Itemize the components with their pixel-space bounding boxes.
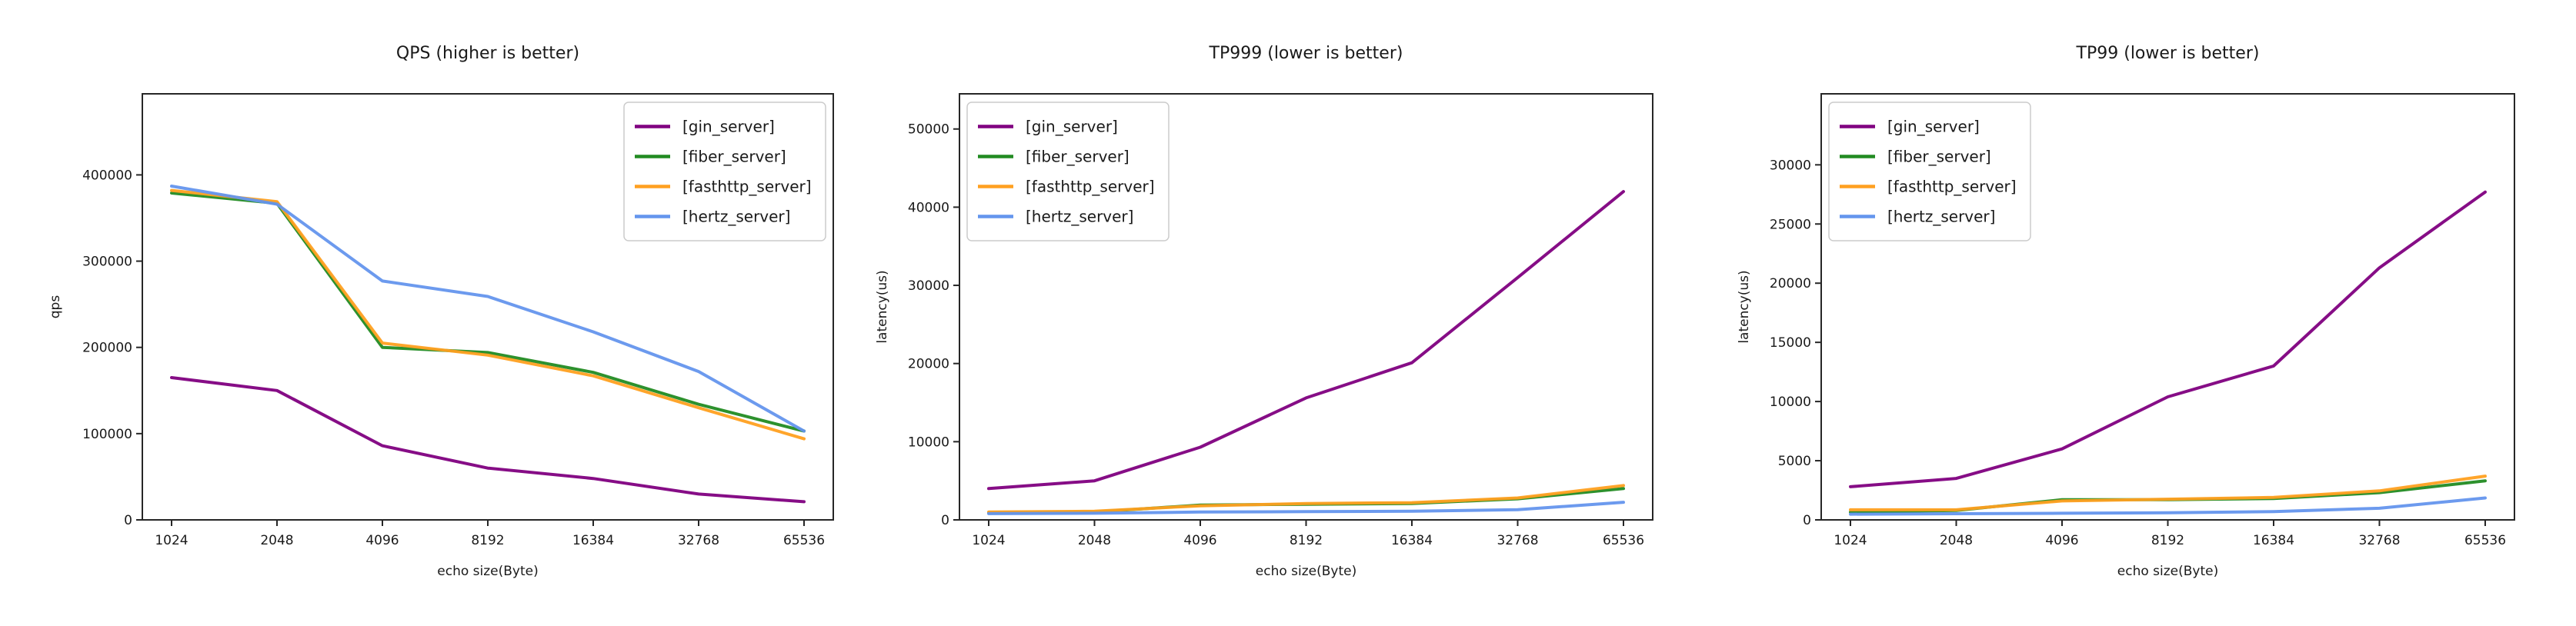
legend-box — [966, 102, 1170, 241]
x-tick-label: 32768 — [1497, 533, 1538, 548]
legend-label-fasthttp-server: [fasthttp_server] — [682, 178, 812, 196]
y-tick-label: 15000 — [1770, 335, 1811, 351]
y-tick-label: 20000 — [1770, 276, 1811, 291]
series-line-gin-server — [1849, 190, 2487, 488]
y-axis-label: qps — [48, 295, 63, 319]
x-axis-label: echo size(Byte) — [2117, 564, 2218, 579]
series-line-fasthttp-server — [170, 188, 806, 441]
series-line-hertz-server — [987, 501, 1625, 515]
y-tick-label: 0 — [124, 513, 132, 528]
series-lines — [987, 190, 1625, 515]
y-tick-label: 300000 — [82, 255, 132, 270]
x-tick-label: 16384 — [572, 533, 614, 548]
x-tick-label: 8192 — [1290, 533, 1323, 548]
chart-title: TP999 (lower is better) — [1209, 44, 1403, 63]
series-lines — [170, 185, 806, 504]
y-tick-label: 400000 — [82, 168, 132, 183]
x-tick-label: 32768 — [2358, 533, 2400, 548]
y-axis-label: latency(us) — [875, 270, 890, 343]
chart-title: QPS (higher is better) — [396, 44, 579, 63]
x-tick-label: 2048 — [1940, 533, 1973, 548]
legend-label-fiber-server: [fiber_server] — [1026, 148, 1130, 166]
legend-label-hertz-server: [hertz_server] — [1026, 208, 1133, 226]
y-tick-label: 50000 — [908, 122, 949, 138]
tp999-chart: TP999 (lower is better) 0 10000 20000 30000 4… — [875, 44, 1653, 579]
y-tick-label: 100000 — [82, 427, 132, 442]
series-line-gin-server — [170, 376, 806, 504]
legend: [gin_server] [fiber_server] [fasthttp_serv… — [966, 102, 1170, 241]
series-lines — [1849, 190, 2487, 516]
x-tick-label: 65536 — [783, 533, 825, 548]
legend-box — [1828, 102, 2031, 241]
qps-chart-slot: QPS (higher is better) 0 100000 200000 30000… — [0, 0, 859, 623]
y-tick-label: 20000 — [908, 357, 949, 372]
x-tick-label: 1024 — [1834, 533, 1867, 548]
x-tick-label: 16384 — [1391, 533, 1433, 548]
legend-label-hertz-server: [hertz_server] — [682, 208, 790, 226]
y-tick-label: 25000 — [1770, 217, 1811, 232]
y-axis-label: latency(us) — [1737, 270, 1752, 343]
legend: [gin_server] [fiber_server] [fasthttp_serv… — [623, 102, 826, 241]
x-tick-label: 2048 — [1078, 533, 1111, 548]
y-tick-label: 40000 — [908, 200, 949, 215]
y-tick-label: 10000 — [1770, 395, 1811, 410]
y-tick-label: 5000 — [1778, 454, 1811, 469]
legend-label-fiber-server: [fiber_server] — [682, 148, 786, 166]
y-axis: 0 100000 200000 300000 400000 — [82, 168, 142, 528]
legend-box — [623, 102, 826, 241]
x-tick-label: 8192 — [2151, 533, 2184, 548]
legend-label-fasthttp-server: [fasthttp_server] — [1887, 178, 2017, 196]
series-line-fasthttp-server — [1849, 474, 2487, 511]
y-tick-label: 200000 — [82, 341, 132, 356]
x-tick-label: 8192 — [471, 533, 504, 548]
series-line-fasthttp-server — [987, 484, 1625, 514]
y-tick-label: 30000 — [908, 278, 949, 294]
x-axis-label: echo size(Byte) — [437, 564, 538, 579]
x-tick-label: 1024 — [155, 533, 188, 548]
tp99-chart: TP99 (lower is better) 0 5000 10000 15000 200… — [1737, 44, 2515, 579]
x-tick-label: 32768 — [678, 533, 719, 548]
x-axis: 1024 2048 4096 8192 16384 32768 65536 — [1834, 520, 2506, 548]
legend-label-gin-server: [gin_server] — [1026, 118, 1118, 136]
legend-label-fiber-server: [fiber_server] — [1887, 148, 1991, 166]
x-axis-label: echo size(Byte) — [1256, 564, 1356, 579]
qps-chart: QPS (higher is better) 0 100000 200000 30000… — [48, 44, 834, 579]
legend-label-gin-server: [gin_server] — [1887, 118, 1980, 136]
y-tick-label: 0 — [1803, 513, 1811, 528]
series-line-hertz-server — [170, 185, 806, 433]
x-tick-label: 4096 — [1183, 533, 1216, 548]
legend-label-fasthttp-server: [fasthttp_server] — [1026, 178, 1155, 196]
series-line-gin-server — [987, 190, 1625, 491]
y-axis: 0 10000 20000 30000 40000 50000 — [908, 122, 959, 528]
y-tick-label: 10000 — [908, 435, 949, 450]
x-tick-label: 65536 — [1603, 533, 1644, 548]
x-tick-label: 2048 — [260, 533, 293, 548]
chart-title: TP99 (lower is better) — [2076, 44, 2260, 63]
tp999-chart-slot: TP999 (lower is better) 0 10000 20000 30000 4… — [859, 0, 1717, 623]
x-tick-label: 16384 — [2253, 533, 2294, 548]
x-axis: 1024 2048 4096 8192 16384 32768 65536 — [155, 520, 825, 548]
x-tick-label: 65536 — [2464, 533, 2506, 548]
x-tick-label: 4096 — [2045, 533, 2078, 548]
x-tick-label: 4096 — [365, 533, 399, 548]
x-tick-label: 1024 — [972, 533, 1005, 548]
x-axis: 1024 2048 4096 8192 16384 32768 65536 — [972, 520, 1644, 548]
y-tick-label: 30000 — [1770, 158, 1811, 173]
legend-label-gin-server: [gin_server] — [682, 118, 775, 136]
legend: [gin_server] [fiber_server] [fasthttp_serv… — [1828, 102, 2031, 241]
legend-label-hertz-server: [hertz_server] — [1887, 208, 1995, 226]
y-axis: 0 5000 10000 15000 20000 25000 30000 — [1770, 158, 1821, 528]
y-tick-label: 0 — [941, 513, 949, 528]
tp99-chart-slot: TP99 (lower is better) 0 5000 10000 15000 200… — [1717, 0, 2576, 623]
series-line-hertz-server — [1849, 496, 2487, 516]
